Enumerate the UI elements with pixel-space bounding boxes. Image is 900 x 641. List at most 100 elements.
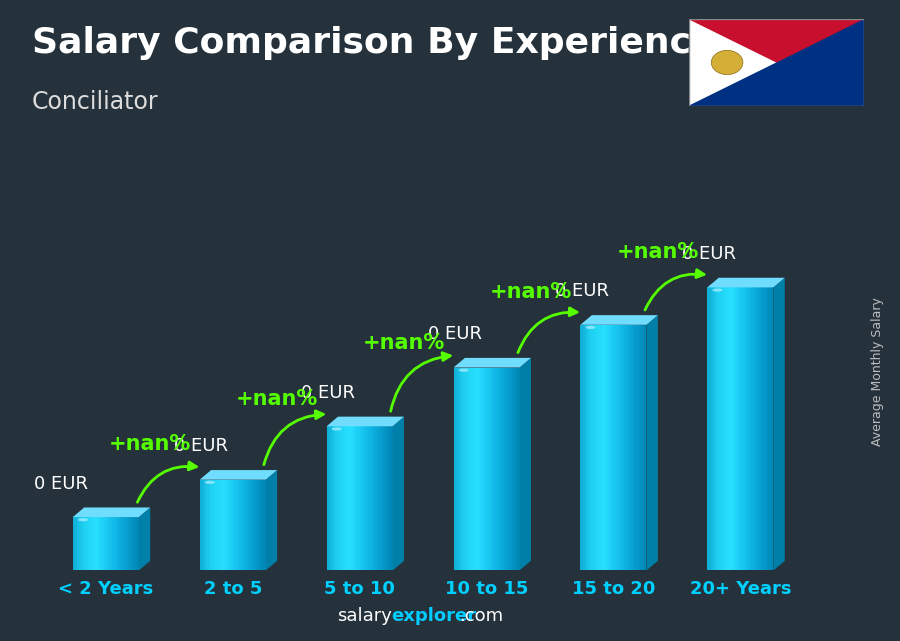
Bar [590,325,591,570]
Bar [738,287,741,570]
Bar [77,517,79,570]
Text: 0 EUR: 0 EUR [174,437,228,455]
Bar [110,517,112,570]
Ellipse shape [711,51,742,74]
Bar [596,325,598,570]
Bar [391,426,392,570]
Bar [386,426,388,570]
Polygon shape [139,508,150,570]
Polygon shape [392,417,404,570]
Bar [629,325,631,570]
Bar [771,287,773,570]
Bar [380,426,382,570]
Text: .com: .com [459,607,503,625]
Bar [625,325,626,570]
Bar [371,426,373,570]
Bar [460,367,463,570]
Bar [622,325,625,570]
Bar [607,325,609,570]
Bar [736,287,738,570]
Bar [217,479,220,570]
Bar [709,287,712,570]
Bar [235,479,237,570]
Bar [718,287,721,570]
Bar [473,367,475,570]
Bar [600,325,602,570]
Bar [498,367,500,570]
Bar [582,325,585,570]
Bar [688,62,864,106]
Bar [752,287,753,570]
Polygon shape [688,19,776,106]
Bar [500,367,502,570]
Bar [478,367,480,570]
Bar [94,517,97,570]
Bar [616,325,617,570]
Polygon shape [519,358,531,570]
Bar [122,517,123,570]
Bar [729,287,732,570]
Bar [626,325,629,570]
Bar [259,479,261,570]
Bar [211,479,213,570]
Text: Salary Comparison By Experience: Salary Comparison By Experience [32,26,715,60]
Bar [373,426,375,570]
Bar [340,426,342,570]
Bar [73,517,75,570]
Bar [220,479,221,570]
Bar [495,367,498,570]
Bar [382,426,383,570]
Bar [338,426,340,570]
Bar [356,426,357,570]
Bar [88,517,90,570]
Bar [333,426,336,570]
Bar [480,367,482,570]
Bar [128,517,130,570]
Bar [714,287,716,570]
Bar [202,479,204,570]
Bar [620,325,622,570]
Bar [749,287,752,570]
Bar [753,287,756,570]
Bar [688,19,864,62]
Bar [224,479,226,570]
Bar [580,325,582,570]
Bar [508,367,510,570]
Bar [256,479,259,570]
Bar [769,287,771,570]
Bar [594,325,596,570]
Polygon shape [688,19,864,106]
Bar [388,426,391,570]
Bar [75,517,77,570]
Bar [707,287,709,570]
Ellipse shape [332,428,342,431]
Bar [82,517,84,570]
Bar [609,325,611,570]
Bar [327,426,328,570]
Bar [637,325,640,570]
Bar [383,426,386,570]
Bar [585,325,587,570]
Text: 0 EUR: 0 EUR [681,245,735,263]
Bar [130,517,132,570]
Bar [510,367,513,570]
Bar [515,367,518,570]
Bar [471,367,473,570]
Bar [377,426,380,570]
Bar [230,479,233,570]
Text: 0 EUR: 0 EUR [428,325,482,343]
Bar [261,479,264,570]
Bar [90,517,93,570]
Bar [634,325,635,570]
Polygon shape [327,417,404,426]
Bar [104,517,106,570]
Bar [493,367,495,570]
Bar [253,479,255,570]
Bar [767,287,769,570]
Text: +nan%: +nan% [363,333,446,353]
Bar [117,517,119,570]
Bar [200,479,202,570]
Polygon shape [266,470,277,570]
Bar [99,517,102,570]
Bar [351,426,353,570]
